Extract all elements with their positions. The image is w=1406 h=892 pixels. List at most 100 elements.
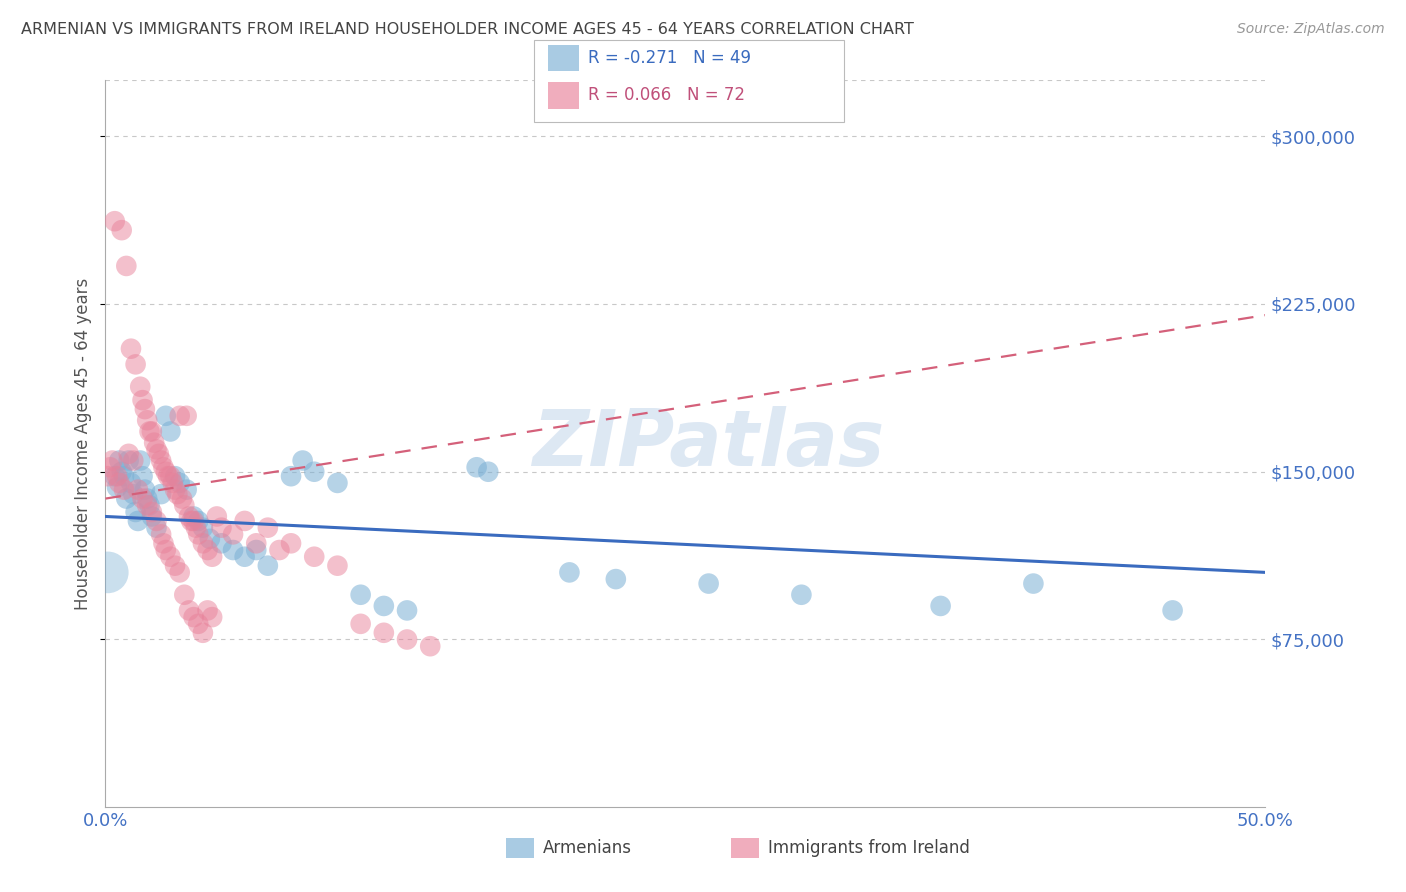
Point bbox=[201, 610, 224, 624]
Point bbox=[269, 543, 291, 558]
Point bbox=[115, 491, 138, 506]
Point bbox=[177, 603, 200, 617]
Point bbox=[304, 549, 326, 564]
Point bbox=[176, 409, 198, 423]
Point bbox=[150, 487, 173, 501]
Point bbox=[198, 532, 221, 546]
Point bbox=[136, 491, 159, 506]
Point bbox=[245, 536, 267, 550]
Point bbox=[159, 549, 181, 564]
Point bbox=[1161, 603, 1184, 617]
Point bbox=[108, 453, 131, 467]
Point bbox=[120, 475, 142, 490]
Point bbox=[98, 460, 121, 475]
Point bbox=[558, 566, 581, 580]
Point bbox=[131, 469, 153, 483]
Point bbox=[169, 409, 191, 423]
Point bbox=[115, 259, 138, 273]
Text: ZIPatlas: ZIPatlas bbox=[533, 406, 884, 482]
Point bbox=[105, 469, 128, 483]
Point bbox=[131, 393, 153, 408]
Point bbox=[163, 469, 186, 483]
Point bbox=[169, 566, 191, 580]
Point bbox=[159, 469, 181, 483]
Point bbox=[187, 527, 209, 541]
Point bbox=[191, 521, 214, 535]
Point bbox=[169, 475, 191, 490]
Point bbox=[159, 425, 181, 439]
Point bbox=[211, 521, 233, 535]
Point bbox=[396, 603, 419, 617]
Point bbox=[163, 483, 186, 497]
Point bbox=[129, 380, 152, 394]
Point bbox=[201, 549, 224, 564]
Point bbox=[233, 549, 256, 564]
Point bbox=[134, 402, 156, 417]
Point bbox=[465, 460, 488, 475]
Point bbox=[104, 469, 127, 483]
Point bbox=[134, 483, 156, 497]
Point bbox=[326, 475, 349, 490]
Point bbox=[104, 214, 127, 228]
Point bbox=[120, 342, 142, 356]
Point bbox=[145, 514, 167, 528]
Point bbox=[257, 521, 280, 535]
Point bbox=[183, 509, 205, 524]
Point bbox=[280, 469, 302, 483]
Point bbox=[929, 599, 952, 613]
Point bbox=[127, 514, 149, 528]
Point bbox=[280, 536, 302, 550]
Point bbox=[373, 599, 395, 613]
Point bbox=[170, 491, 193, 506]
Point bbox=[152, 460, 174, 475]
Point bbox=[138, 498, 160, 512]
Point bbox=[304, 465, 326, 479]
Point bbox=[183, 610, 205, 624]
Point bbox=[138, 425, 160, 439]
Point bbox=[187, 616, 209, 631]
Point bbox=[180, 514, 202, 528]
Point bbox=[143, 435, 166, 450]
Text: ARMENIAN VS IMMIGRANTS FROM IRELAND HOUSEHOLDER INCOME AGES 45 - 64 YEARS CORREL: ARMENIAN VS IMMIGRANTS FROM IRELAND HOUS… bbox=[21, 22, 914, 37]
Point bbox=[118, 447, 141, 461]
Point bbox=[187, 514, 209, 528]
Point bbox=[150, 527, 173, 541]
Point bbox=[176, 483, 198, 497]
Point bbox=[145, 442, 167, 457]
Point bbox=[97, 469, 120, 483]
Point bbox=[697, 576, 720, 591]
Text: R = 0.066   N = 72: R = 0.066 N = 72 bbox=[588, 87, 745, 104]
Point bbox=[222, 527, 245, 541]
Point bbox=[111, 223, 134, 237]
Point bbox=[184, 521, 207, 535]
Y-axis label: Householder Income Ages 45 - 64 years: Householder Income Ages 45 - 64 years bbox=[75, 277, 93, 610]
Point bbox=[155, 465, 177, 479]
Point bbox=[477, 465, 499, 479]
Point bbox=[222, 543, 245, 558]
Point bbox=[177, 509, 200, 524]
Text: Source: ZipAtlas.com: Source: ZipAtlas.com bbox=[1237, 22, 1385, 37]
Point bbox=[197, 543, 219, 558]
Point bbox=[150, 453, 173, 467]
Point bbox=[112, 483, 135, 497]
Point bbox=[148, 447, 170, 461]
Point bbox=[129, 453, 152, 467]
Point bbox=[111, 465, 134, 479]
Point bbox=[191, 536, 214, 550]
Text: R = -0.271   N = 49: R = -0.271 N = 49 bbox=[588, 49, 751, 67]
Point bbox=[112, 469, 135, 483]
Point bbox=[162, 475, 184, 490]
Text: Armenians: Armenians bbox=[543, 839, 631, 857]
Point bbox=[141, 509, 163, 524]
Point bbox=[127, 483, 149, 497]
Point bbox=[118, 453, 141, 467]
Point bbox=[197, 603, 219, 617]
Point bbox=[124, 505, 146, 519]
Point bbox=[155, 409, 177, 423]
Point bbox=[97, 566, 120, 580]
Point bbox=[396, 632, 419, 647]
Point bbox=[173, 498, 195, 512]
Point bbox=[790, 588, 813, 602]
Point bbox=[233, 514, 256, 528]
Point bbox=[291, 453, 314, 467]
